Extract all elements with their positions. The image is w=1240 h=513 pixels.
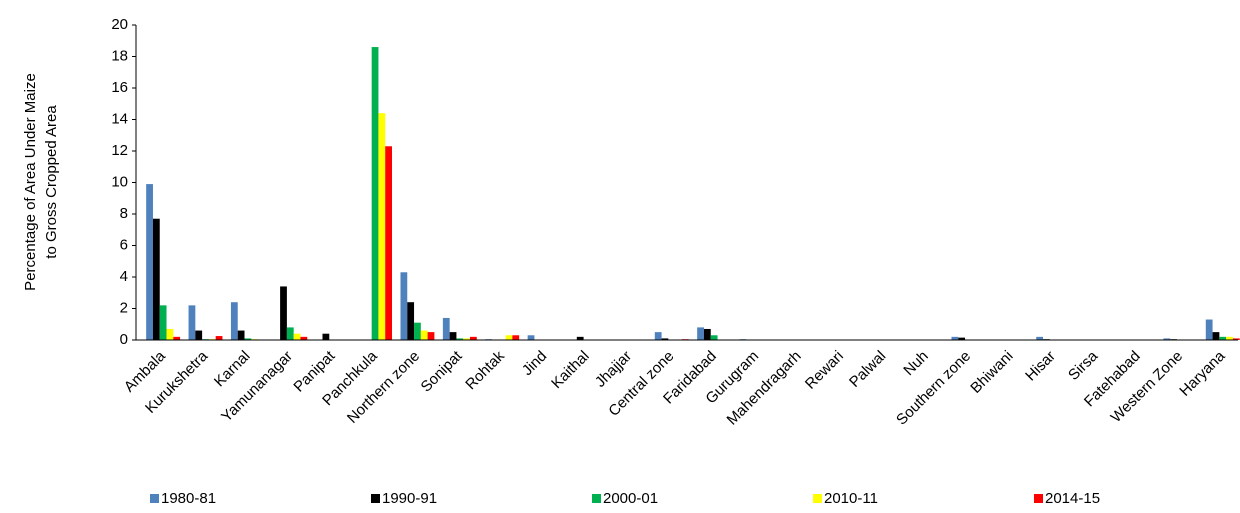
x-tick-label: Bhiwani xyxy=(967,348,1016,397)
bar xyxy=(244,338,252,340)
bar xyxy=(463,338,470,340)
legend-swatch xyxy=(371,494,380,503)
bar xyxy=(400,272,408,340)
bar xyxy=(407,302,415,340)
y-tick-label: 18 xyxy=(111,47,128,64)
bar xyxy=(469,336,477,340)
bar xyxy=(280,286,287,340)
x-tick-label: Palwal xyxy=(846,348,889,391)
legend-swatch xyxy=(592,494,601,503)
y-tick-label: 8 xyxy=(120,205,128,222)
y-tick-label: 10 xyxy=(111,173,128,190)
legend-label: 2000-01 xyxy=(603,490,658,507)
legend-swatch xyxy=(1034,494,1043,503)
bar xyxy=(230,302,238,340)
x-tick-label: Nuh xyxy=(900,348,931,379)
bar xyxy=(449,332,457,340)
bar xyxy=(385,146,393,340)
bar xyxy=(414,322,421,340)
y-tick-label: 2 xyxy=(120,299,128,316)
bar xyxy=(322,333,330,340)
y-tick-label: 0 xyxy=(120,331,128,348)
legend-label: 2010-11 xyxy=(824,490,878,507)
x-tick-label: Haryana xyxy=(1176,347,1229,400)
x-tick-label: Rohtak xyxy=(462,347,508,393)
legend-swatch xyxy=(813,494,822,503)
x-tick-label: Sonipat xyxy=(418,347,467,396)
bar xyxy=(1232,338,1240,340)
bar xyxy=(286,327,294,340)
bar xyxy=(152,218,160,340)
bar xyxy=(215,336,223,340)
bar xyxy=(195,330,203,340)
y-axis-title: Percentage of Area Under Maize xyxy=(22,73,39,291)
bar xyxy=(173,336,181,340)
bar xyxy=(505,335,513,340)
bar xyxy=(1212,332,1220,340)
bar xyxy=(378,113,386,340)
bar xyxy=(237,330,245,340)
bar xyxy=(420,330,428,340)
legend-label: 1990-91 xyxy=(382,490,437,507)
y-axis-title: to Gross Cropped Area xyxy=(43,105,60,259)
bar xyxy=(1219,336,1227,340)
bar xyxy=(159,305,167,340)
bar xyxy=(710,335,718,340)
y-tick-label: 14 xyxy=(111,110,128,127)
bar xyxy=(951,336,959,340)
x-tick-label: Mahendragarh xyxy=(724,348,805,429)
bar xyxy=(512,335,520,340)
x-tick-label: Kaithal xyxy=(548,348,592,392)
bar xyxy=(442,317,450,340)
legend-label: 1980-81 xyxy=(161,490,216,507)
x-tick-label: Southern zone xyxy=(893,348,974,429)
bar xyxy=(1226,336,1233,340)
y-tick-label: 12 xyxy=(111,142,128,159)
bar xyxy=(576,336,584,340)
bar xyxy=(293,333,301,340)
legend-label: 2014-15 xyxy=(1045,490,1100,507)
bar xyxy=(166,328,174,340)
legend-swatch xyxy=(150,494,159,503)
bar xyxy=(300,336,308,340)
bar xyxy=(703,328,711,340)
y-tick-label: 20 xyxy=(111,16,128,33)
y-tick-label: 6 xyxy=(120,236,128,253)
bar xyxy=(1163,338,1171,340)
bar xyxy=(527,335,535,340)
bar xyxy=(958,337,966,340)
bar xyxy=(654,332,662,340)
bar xyxy=(427,332,435,340)
bar xyxy=(1205,319,1213,340)
bar xyxy=(188,305,196,340)
x-tick-label: Jind xyxy=(519,348,550,379)
x-tick-label: Rewari xyxy=(802,348,847,393)
bar xyxy=(697,327,704,340)
bar xyxy=(1036,336,1044,340)
bar xyxy=(661,338,669,340)
bar xyxy=(456,338,464,340)
x-tick-label: Sirsa xyxy=(1065,347,1102,384)
y-tick-label: 4 xyxy=(120,268,128,285)
x-tick-label: Hisar xyxy=(1022,348,1059,385)
bar xyxy=(146,184,153,340)
bar xyxy=(371,47,379,341)
y-tick-label: 16 xyxy=(111,79,128,96)
